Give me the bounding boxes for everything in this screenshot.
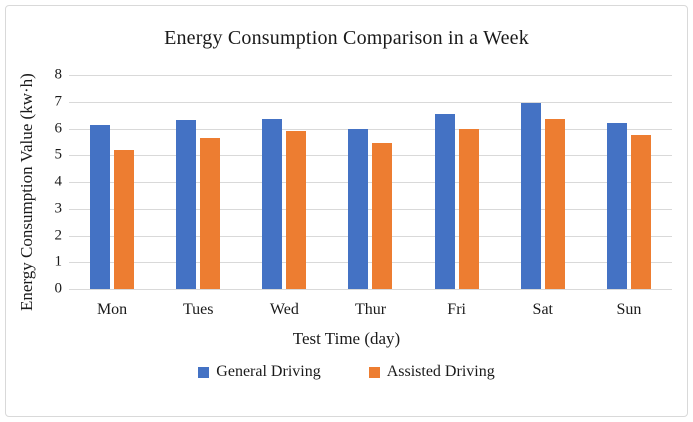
bar-general-driving-mon — [90, 124, 111, 289]
bar-assisted-driving-thur — [372, 143, 393, 289]
y-tick-label-6: 6 — [54, 120, 63, 136]
y-axis-title: Energy Consumption Value (kw·h) — [17, 73, 36, 311]
chart-card: Energy Consumption Comparison in a Week … — [5, 5, 688, 417]
gridline-3 — [69, 208, 672, 210]
legend: General Driving Assisted Driving — [6, 364, 687, 380]
legend-label-general-driving: General Driving — [216, 363, 321, 380]
x-tick-label-tues: Tues — [182, 301, 214, 318]
gridline-1 — [69, 262, 672, 264]
bar-general-driving-tues — [176, 120, 197, 289]
y-tick-label-1: 1 — [54, 253, 63, 270]
legend-swatch-icon-assisted-driving — [368, 366, 380, 378]
bar-general-driving-wed — [262, 119, 283, 289]
bar-assisted-driving-tues — [200, 137, 221, 289]
y-tick-label-4: 4 — [54, 173, 63, 190]
x-tick-label-wed: Wed — [269, 301, 299, 318]
bar-group-thur — [327, 75, 413, 289]
y-tick-label-0: 0 — [54, 280, 63, 297]
gridline-5 — [69, 155, 672, 157]
bar-group-wed — [241, 75, 327, 289]
gridline-2 — [69, 235, 672, 237]
y-axis-ticks: 0 1 2 3 4 5 6 7 8 — [42, 67, 66, 296]
plot-area — [69, 75, 672, 290]
bar-general-driving-sat — [520, 103, 541, 289]
legend-swatch-icon-general-driving — [198, 366, 210, 378]
x-axis-ticks: Mon Tues Wed Thur Fri Sat Sun — [69, 302, 672, 318]
bar-general-driving-fri — [434, 113, 455, 289]
x-tick-label-sun: Sun — [616, 301, 642, 318]
y-tick-label-8: 8 — [54, 66, 63, 83]
gridline-8 — [69, 75, 672, 76]
legend-item-general-driving: General Driving — [198, 363, 321, 380]
y-tick-label-2: 2 — [54, 227, 63, 243]
bar-group-sun — [586, 75, 672, 289]
bar-group-tues — [155, 75, 241, 289]
bar-group-sat — [500, 75, 586, 289]
gridline-4 — [69, 182, 672, 183]
x-axis-title: Test Time (day) — [292, 329, 401, 348]
y-tick-label-3: 3 — [54, 200, 63, 217]
bar-assisted-driving-fri — [458, 128, 479, 289]
bar-group-mon — [69, 75, 155, 289]
chart-title: Energy Consumption Comparison in a Week — [164, 27, 529, 49]
bar-group-fri — [414, 75, 500, 289]
legend-item-assisted-driving: Assisted Driving — [368, 363, 495, 380]
bar-assisted-driving-wed — [286, 131, 307, 289]
bar-groups — [69, 75, 672, 289]
x-tick-label-sat: Sat — [532, 301, 553, 318]
bar-assisted-driving-sun — [630, 135, 651, 289]
x-tick-label-thur: Thur — [354, 301, 387, 318]
bar-assisted-driving-mon — [114, 149, 135, 289]
y-tick-label-7: 7 — [54, 93, 63, 110]
x-tick-label-mon: Mon — [96, 301, 128, 318]
gridline-0 — [69, 289, 672, 290]
bar-general-driving-sun — [606, 123, 627, 289]
bar-assisted-driving-sat — [544, 119, 565, 289]
gridline-6 — [69, 128, 672, 130]
bar-general-driving-thur — [348, 128, 369, 289]
gridline-7 — [69, 101, 672, 103]
legend-label-assisted-driving: Assisted Driving — [386, 363, 495, 380]
x-tick-label-fri: Fri — [447, 301, 466, 318]
y-tick-label-5: 5 — [54, 146, 63, 163]
